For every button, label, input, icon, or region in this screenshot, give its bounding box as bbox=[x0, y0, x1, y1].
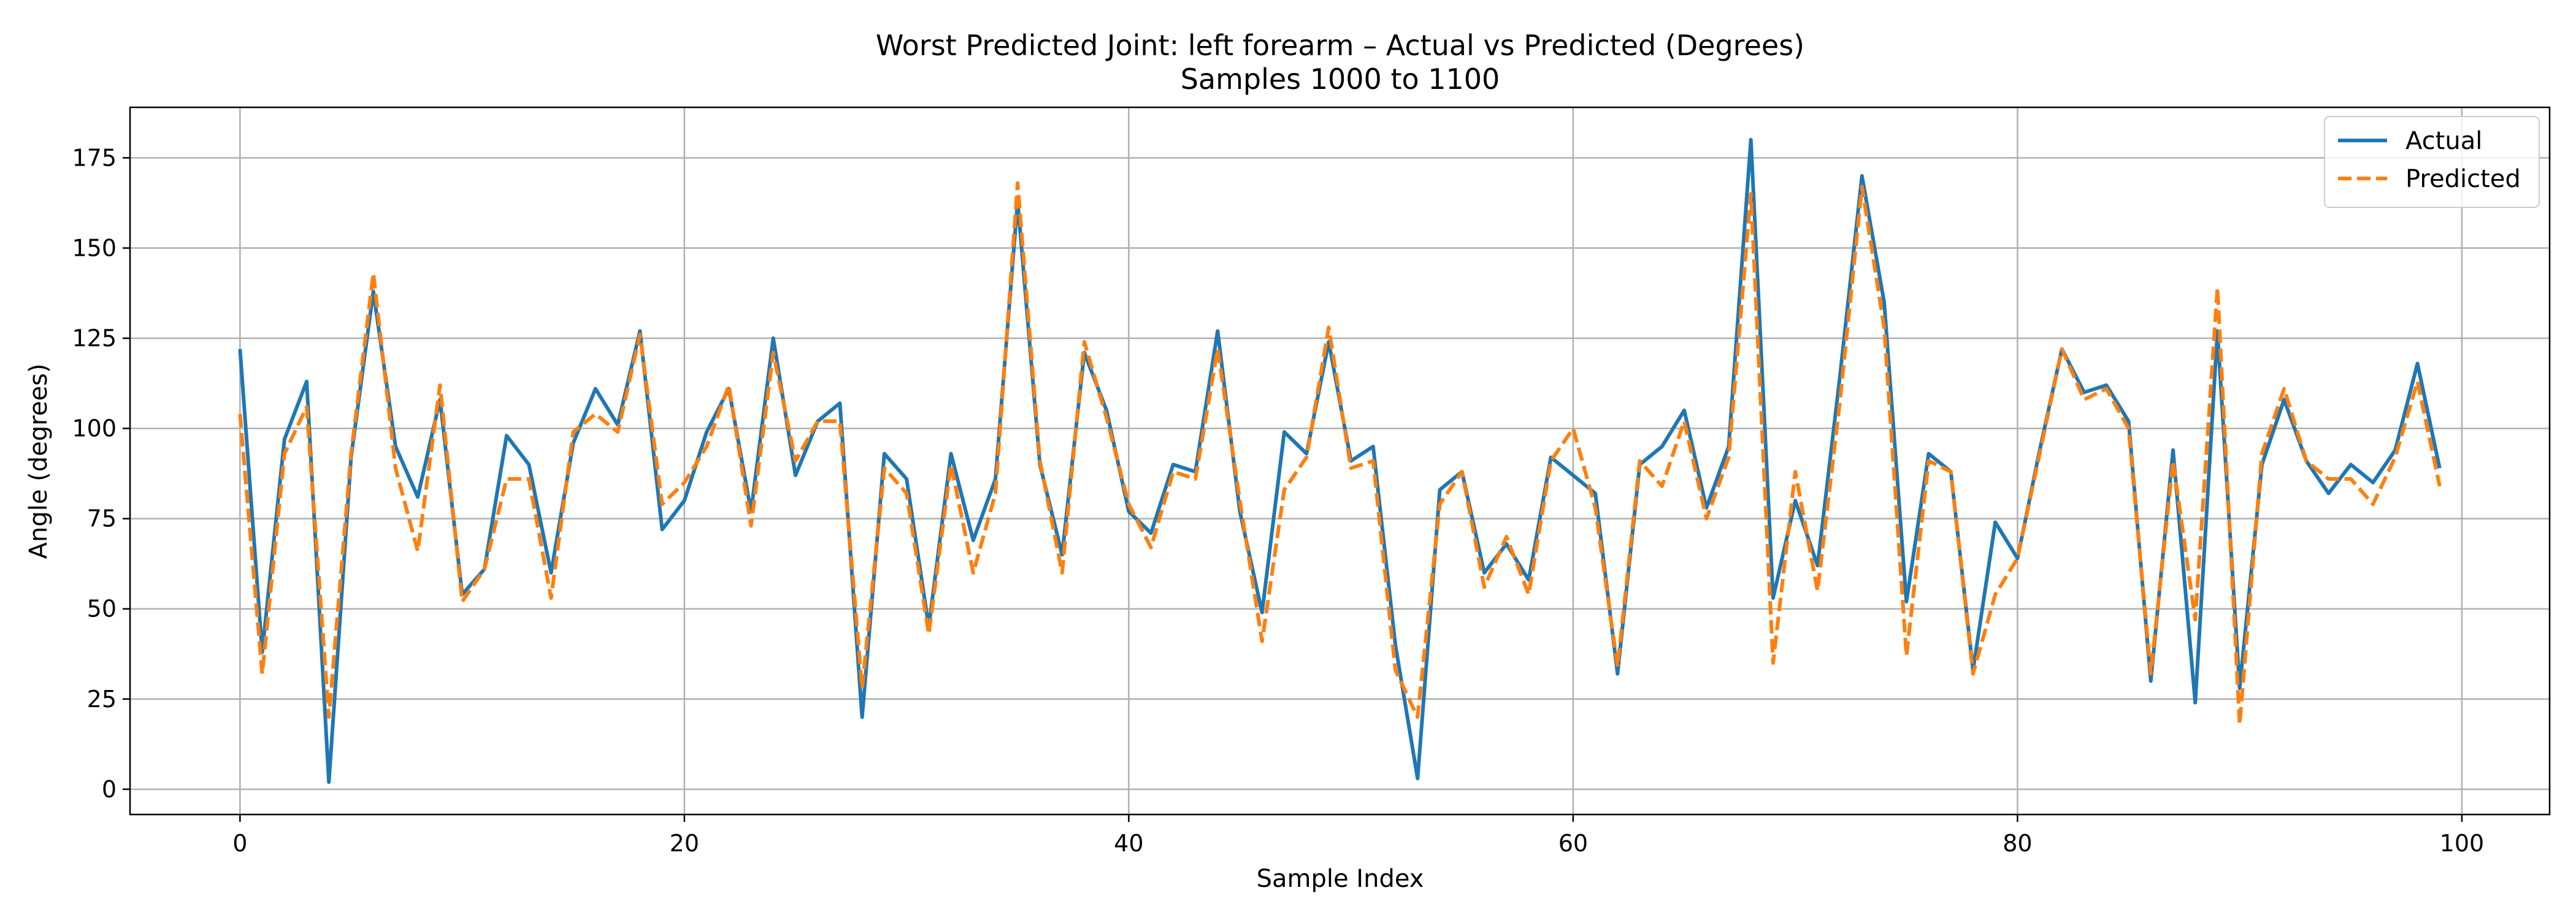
y-tick-label: 0 bbox=[102, 776, 117, 803]
legend-label-predicted: Predicted bbox=[2405, 165, 2521, 193]
x-tick-label: 40 bbox=[1114, 830, 1143, 857]
y-tick-label: 50 bbox=[87, 596, 117, 623]
x-axis-ticks: 0 20 40 60 80 100 bbox=[232, 815, 2484, 857]
y-tick-label: 175 bbox=[72, 144, 117, 171]
series-lines bbox=[238, 137, 2442, 784]
chart-title: Worst Predicted Joint: left forearm – Ac… bbox=[876, 29, 1804, 62]
y-axis-label: Angle (degrees) bbox=[25, 364, 53, 559]
y-tick-label: 25 bbox=[87, 686, 117, 713]
y-tick-label: 150 bbox=[72, 234, 117, 261]
legend-label-actual: Actual bbox=[2405, 127, 2482, 155]
y-tick-label: 75 bbox=[87, 505, 117, 532]
x-tick-label: 0 bbox=[232, 830, 247, 857]
plot-frame bbox=[129, 106, 2551, 816]
grid bbox=[130, 107, 2550, 815]
series-line-predicted bbox=[238, 181, 2442, 726]
chart-subtitle: Samples 1000 to 1100 bbox=[1181, 63, 1500, 96]
y-tick-label: 100 bbox=[72, 415, 117, 442]
y-tick-label: 125 bbox=[72, 324, 117, 351]
y-axis-ticks: 0 25 50 75 100 125 150 175 bbox=[72, 144, 130, 803]
legend: Actual Predicted bbox=[2324, 116, 2540, 208]
x-tick-label: 80 bbox=[2003, 830, 2032, 857]
x-tick-label: 60 bbox=[1558, 830, 1588, 857]
x-axis-label: Sample Index bbox=[1257, 865, 1424, 893]
x-tick-label: 20 bbox=[670, 830, 699, 857]
x-tick-label: 100 bbox=[2440, 830, 2485, 857]
